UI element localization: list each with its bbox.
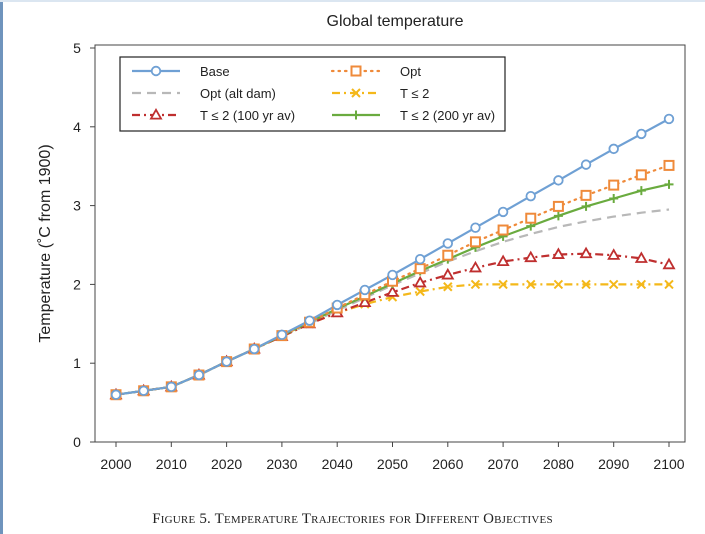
legend-label: Opt	[400, 64, 421, 79]
x-tick-label: 2020	[211, 456, 242, 472]
data-point-series-0	[470, 222, 481, 233]
y-tick-label: 1	[73, 355, 81, 371]
y-tick-label: 2	[73, 276, 81, 292]
y-tick-label: 5	[73, 40, 81, 56]
data-point-series-5	[581, 201, 591, 211]
legend-marker-5	[351, 110, 361, 120]
x-tick-label: 2030	[266, 456, 297, 472]
x-tick-label: 2080	[543, 456, 574, 472]
y-tick-label: 0	[73, 434, 81, 450]
plot-area-frame	[94, 44, 686, 443]
data-point-series-4	[607, 248, 621, 260]
data-point-series-3	[415, 286, 425, 297]
x-tick-label: 2010	[156, 456, 187, 472]
data-point-series-3	[470, 279, 481, 290]
data-point-series-4	[662, 257, 676, 270]
legend-label: T ≤ 2	[400, 86, 429, 101]
data-point-series-3	[581, 279, 591, 290]
data-point-series-0	[663, 113, 675, 125]
data-point-series-4	[385, 285, 400, 297]
legend-label: T ≤ 2 (200 yr av)	[400, 108, 495, 123]
y-tick-label: 4	[73, 119, 81, 135]
data-point-series-0	[276, 329, 288, 341]
legend-marker-1	[350, 65, 362, 77]
data-point-series-3	[664, 279, 674, 290]
temperature-chart: Global temperature 0 1 2 3 4 5 2000 2010 2020 2030…	[37, 13, 686, 472]
legend-marker-4	[149, 107, 163, 120]
data-point-series-5	[609, 194, 619, 204]
x-tick-label: 2100	[653, 456, 684, 472]
data-point-series-5	[664, 179, 674, 189]
data-point-series-0	[138, 385, 149, 396]
x-tick-label: 2090	[598, 456, 629, 472]
data-point-series-0	[580, 159, 592, 170]
legend-label: T ≤ 2 (100 yr av)	[200, 108, 295, 123]
data-point-series-1	[414, 263, 426, 275]
data-point-series-4	[496, 254, 510, 267]
data-point-series-1	[469, 236, 481, 248]
data-point-series-5	[553, 211, 563, 221]
data-point-series-3	[553, 279, 564, 290]
data-point-series-4	[524, 250, 538, 263]
data-point-series-1	[525, 212, 537, 224]
data-point-series-1	[608, 179, 620, 191]
data-point-series-0	[332, 299, 343, 311]
data-point-series-3	[498, 279, 508, 290]
data-point-series-3	[636, 279, 647, 290]
data-point-series-0	[442, 238, 454, 249]
data-point-series-4	[441, 267, 455, 280]
data-point-series-4	[634, 251, 648, 263]
legend-box	[119, 56, 506, 132]
data-point-series-0	[359, 284, 371, 296]
data-point-series-1	[580, 189, 592, 201]
y-axis-label: Temperature (˚C from 1900)	[37, 144, 54, 342]
legend-marker-0	[150, 65, 162, 77]
data-point-series-0	[497, 206, 509, 218]
data-point-series-0	[414, 253, 426, 265]
chart-title: Global temperature	[327, 13, 464, 30]
data-point-series-1	[497, 224, 509, 236]
data-point-series-4	[468, 260, 482, 273]
x-tick-label: 2040	[322, 456, 353, 472]
legend-label: Opt (alt dam)	[200, 86, 276, 101]
data-point-series-0	[221, 356, 232, 367]
legend-label: Base	[200, 64, 230, 79]
data-point-series-0	[636, 128, 647, 140]
data-point-series-0	[193, 369, 205, 381]
y-tick-label: 3	[73, 198, 81, 214]
window-frame-top	[0, 0, 705, 2]
data-point-series-0	[387, 269, 398, 281]
data-point-series-3	[443, 282, 453, 292]
window-frame-left	[0, 0, 3, 534]
data-point-series-1	[663, 159, 675, 171]
data-point-series-5	[636, 186, 646, 196]
data-point-series-4	[551, 247, 565, 259]
data-point-series-3	[608, 279, 619, 290]
data-point-series-1	[552, 200, 564, 212]
x-tick-label: 2050	[377, 456, 408, 472]
data-point-series-0	[608, 143, 619, 155]
data-point-series-4	[413, 275, 427, 288]
series-line-2	[115, 208, 670, 396]
x-tick-label: 2060	[432, 456, 463, 472]
data-point-series-3	[526, 279, 536, 290]
data-point-series-0	[525, 190, 536, 202]
data-point-series-0	[166, 381, 177, 393]
data-point-series-4	[579, 246, 593, 259]
data-point-series-0	[553, 175, 564, 186]
x-tick-label: 2000	[100, 456, 131, 472]
data-point-series-0	[110, 389, 122, 400]
x-tick-label: 2070	[488, 456, 519, 472]
figure-caption: Figure 5. Temperature Trajectories for D…	[152, 511, 553, 527]
data-point-series-0	[249, 343, 260, 355]
data-point-series-0	[304, 315, 315, 326]
legend-marker-3	[351, 88, 361, 98]
data-point-series-4	[358, 295, 372, 308]
data-point-series-1	[442, 249, 454, 261]
data-point-series-1	[635, 169, 647, 181]
